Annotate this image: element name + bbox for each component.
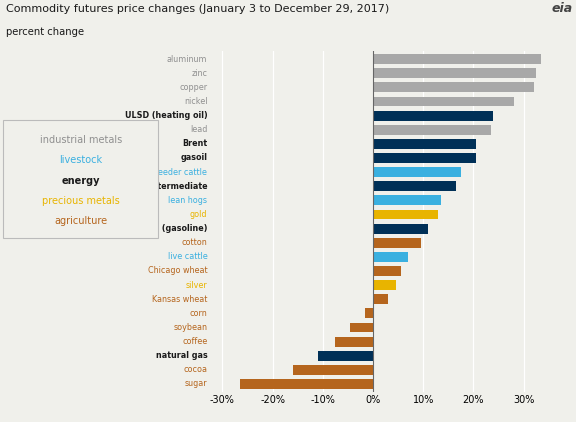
Text: cotton: cotton bbox=[181, 238, 207, 247]
Text: ULSD (heating oil): ULSD (heating oil) bbox=[124, 111, 207, 120]
Text: cocoa: cocoa bbox=[183, 365, 207, 374]
Text: sugar: sugar bbox=[185, 379, 207, 389]
Bar bbox=[373, 139, 476, 149]
Text: percent change: percent change bbox=[6, 27, 84, 38]
Text: silver: silver bbox=[185, 281, 207, 289]
Text: corn: corn bbox=[190, 309, 207, 318]
Bar bbox=[373, 252, 408, 262]
Bar bbox=[373, 54, 541, 64]
Bar bbox=[240, 379, 373, 389]
Text: lead: lead bbox=[190, 125, 207, 134]
Text: Kansas wheat: Kansas wheat bbox=[152, 295, 207, 304]
Bar bbox=[373, 224, 428, 233]
Text: lean hogs: lean hogs bbox=[168, 196, 207, 205]
Text: precious metals: precious metals bbox=[42, 196, 119, 206]
Bar bbox=[373, 153, 476, 163]
Bar bbox=[373, 68, 536, 78]
Text: livestock: livestock bbox=[59, 155, 102, 165]
Bar bbox=[335, 337, 373, 346]
Text: feeder cattle: feeder cattle bbox=[156, 168, 207, 177]
Text: Chicago wheat: Chicago wheat bbox=[147, 266, 207, 276]
Bar bbox=[373, 111, 494, 121]
Text: nickel: nickel bbox=[184, 97, 207, 106]
Text: energy: energy bbox=[62, 176, 100, 186]
Bar bbox=[373, 294, 388, 304]
Bar bbox=[293, 365, 373, 375]
Text: Commodity futures price changes (January 3 to December 29, 2017): Commodity futures price changes (January… bbox=[6, 4, 389, 14]
Text: eia: eia bbox=[552, 2, 573, 15]
Text: live cattle: live cattle bbox=[168, 252, 207, 261]
Text: zinc: zinc bbox=[191, 69, 207, 78]
Bar bbox=[318, 351, 373, 361]
Bar bbox=[373, 238, 420, 248]
Bar bbox=[373, 125, 491, 135]
Bar bbox=[365, 308, 373, 318]
Bar bbox=[373, 167, 461, 177]
Text: Brent: Brent bbox=[182, 139, 207, 149]
Text: gold: gold bbox=[190, 210, 207, 219]
Text: coffee: coffee bbox=[182, 337, 207, 346]
Bar bbox=[373, 181, 456, 191]
Bar bbox=[373, 280, 396, 290]
Text: soybean: soybean bbox=[173, 323, 207, 332]
Text: RBOB (gasoline): RBOB (gasoline) bbox=[134, 224, 207, 233]
Bar bbox=[373, 82, 533, 92]
Text: gasoil: gasoil bbox=[180, 154, 207, 162]
Text: natural gas: natural gas bbox=[156, 351, 207, 360]
Text: copper: copper bbox=[179, 83, 207, 92]
Bar bbox=[373, 195, 441, 206]
Bar bbox=[373, 266, 401, 276]
Text: aluminum: aluminum bbox=[167, 54, 207, 64]
Text: West Texas Intermediate: West Texas Intermediate bbox=[94, 182, 207, 191]
Bar bbox=[373, 210, 438, 219]
Text: industrial metals: industrial metals bbox=[40, 135, 122, 145]
Bar bbox=[373, 97, 514, 106]
Text: agriculture: agriculture bbox=[54, 216, 107, 226]
Bar bbox=[350, 322, 373, 333]
